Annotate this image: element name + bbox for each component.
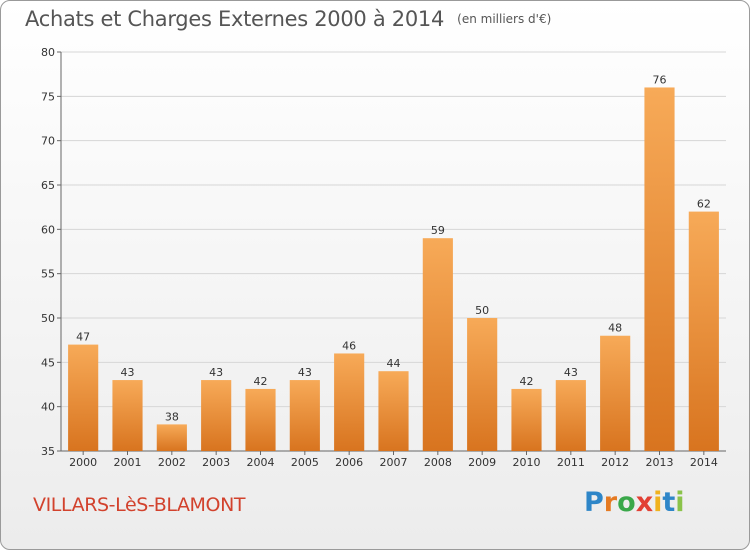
x-tick-label: 2002 [158,456,186,469]
y-tick-label: 50 [41,312,55,325]
logo-letter: o [617,487,636,518]
x-tick-label: 2010 [513,456,541,469]
y-tick-label: 60 [41,223,55,236]
x-tick-label: 2001 [114,456,142,469]
x-tick-label: 2004 [247,456,275,469]
y-tick-label: 40 [41,401,55,414]
bar [68,344,99,451]
chart-subtitle: (en milliers d'€) [457,12,552,26]
y-tick-label: 75 [41,90,55,103]
logo-letter: i [653,487,663,518]
x-tick-label: 2009 [468,456,496,469]
bar [555,380,586,451]
bar [644,87,675,451]
x-tick-label: 2011 [557,456,585,469]
data-label: 50 [475,304,489,317]
bar [201,380,232,451]
title-row: Achats et Charges Externes 2000 à 2014 (… [25,7,551,31]
commune-name: VILLARS-LèS-BLAMONT [33,494,246,516]
logo-letter: t [662,487,676,518]
data-label: 59 [431,224,445,237]
bar [112,380,143,451]
data-label: 62 [697,198,711,211]
bar [156,424,187,451]
bar [289,380,320,451]
chart-title: Achats et Charges Externes 2000 à 2014 [25,7,445,31]
x-tick-label: 2013 [646,456,674,469]
y-tick-label: 80 [41,46,55,59]
data-label: 43 [209,366,223,379]
x-tick-label: 2005 [291,456,319,469]
x-tick-label: 2006 [335,456,363,469]
y-tick-label: 45 [41,356,55,369]
y-tick-label: 65 [41,179,55,192]
x-tick-label: 2014 [690,456,718,469]
y-tick-label: 70 [41,135,55,148]
y-tick-label: 35 [41,445,55,458]
logo-letter: P [584,487,604,518]
x-tick-label: 2003 [202,456,230,469]
data-label: 43 [121,366,135,379]
data-label: 76 [653,73,667,86]
data-label: 48 [608,322,622,335]
data-label: 42 [254,375,268,388]
x-tick-label: 2007 [380,456,408,469]
bar [511,388,542,451]
logo-letter: i [675,487,685,518]
x-tick-label: 2012 [601,456,629,469]
data-label: 38 [165,410,179,423]
bar [245,388,276,451]
data-label: 42 [520,375,534,388]
bar [600,335,631,451]
data-label: 47 [76,331,90,344]
data-label: 43 [564,366,578,379]
bar [688,211,719,451]
data-label: 44 [387,357,401,370]
bar [422,238,453,451]
logo-letter: r [603,487,618,518]
bar [334,353,365,451]
x-tick-label: 2000 [69,456,97,469]
data-label: 46 [342,339,356,352]
x-tick-label: 2008 [424,456,452,469]
bar [467,318,498,451]
proxiti-logo: Proxiti [584,487,685,518]
bar [378,371,409,451]
logo-letter: x [635,487,654,518]
y-tick-label: 55 [41,268,55,281]
data-label: 43 [298,366,312,379]
